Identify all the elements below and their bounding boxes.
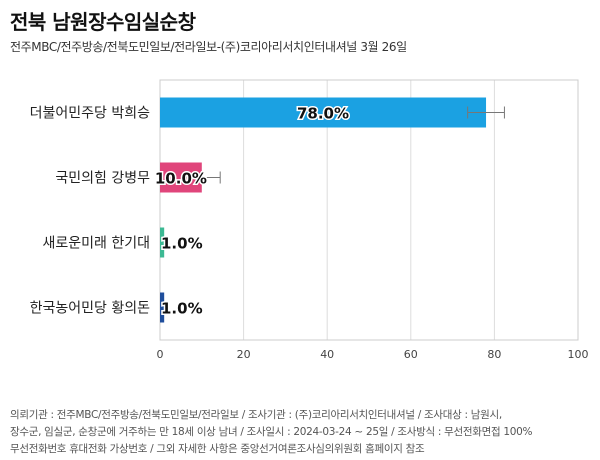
x-tick-label: 20 [237, 348, 251, 361]
category-label: 새로운미래 한기대 [43, 236, 151, 252]
footnote-line: 의뢰기관 : 전주MBC/전주방송/전북도민일보/전라일보 / 조사기관 : (… [10, 409, 502, 421]
x-tick-label: 60 [404, 348, 418, 361]
survey-footnote: 의뢰기관 : 전주MBC/전주방송/전북도민일보/전라일보 / 조사기관 : (… [10, 407, 595, 458]
bar [160, 292, 165, 323]
bar-chart: 0 20 40 60 80 100 더불어민주당 박희승 78.0% 국민의힘 강병무 10.0%… [30, 79, 589, 361]
value-label: 10.0% [155, 170, 207, 188]
x-tick-label: 40 [320, 348, 334, 361]
bar [160, 97, 487, 128]
footnote-line: 무선전화번호 휴대전화 가상번호 / 그외 자세한 사항은 중앙선거여론조사심의… [10, 443, 425, 455]
value-label: 1.0% [161, 235, 203, 253]
x-tick-label: 0 [157, 348, 164, 361]
value-label: 1.0% [161, 300, 203, 318]
chart-title: 전북 남원장수임실순창 [10, 10, 196, 34]
category-label: 더불어민주당 박희승 [30, 106, 150, 122]
chart-subtitle: 전주MBC/전주방송/전북도민일보/전라일보-(주)코리아리서치인터내셔널 3월… [10, 40, 407, 54]
x-tick-label: 80 [487, 348, 501, 361]
value-label: 78.0% [297, 105, 349, 123]
footnote-line: 장수군, 임실군, 순창군에 거주하는 만 18세 이상 남녀 / 조사일시 :… [10, 426, 533, 438]
category-label: 한국농어민당 황의돈 [30, 301, 150, 317]
x-tick-label: 100 [568, 348, 589, 361]
category-label: 국민의힘 강병무 [55, 171, 150, 187]
plot-frame [159, 79, 579, 341]
bar [160, 227, 165, 258]
